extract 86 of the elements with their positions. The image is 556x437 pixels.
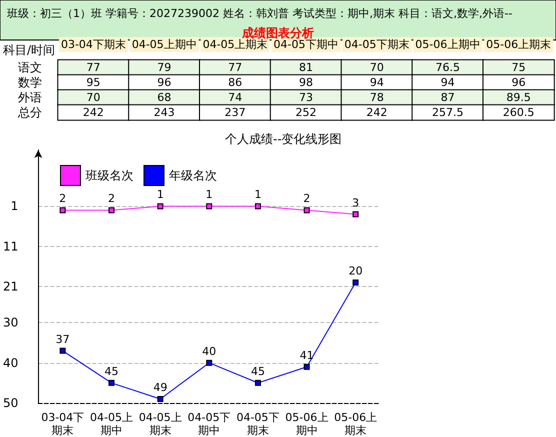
data-label: 94 <box>440 76 455 89</box>
point <box>304 207 310 214</box>
y-tick-label: 40 <box>2 356 18 370</box>
y-tick-label: 总分 <box>17 106 42 120</box>
data-label: 2 <box>303 192 310 206</box>
point <box>352 280 359 286</box>
point <box>157 396 164 402</box>
data-label: 86 <box>228 76 242 89</box>
data-label: 20 <box>348 264 363 278</box>
data-label: 40 <box>202 344 216 358</box>
y-tick-label: 30 <box>2 316 18 330</box>
data-label: 252 <box>296 106 317 119</box>
point <box>206 203 212 210</box>
data-label: 96 <box>157 76 172 89</box>
x-tick-label: 05-06上期中 <box>285 411 328 437</box>
data-label: 75 <box>512 61 526 74</box>
point <box>304 364 310 370</box>
data-label: 257.5 <box>432 106 464 119</box>
data-label: 76.5 <box>436 61 460 74</box>
data-label: 79 <box>157 61 172 74</box>
point <box>108 380 114 386</box>
data-label: 237 <box>224 106 246 119</box>
data-label: 96 <box>512 76 526 89</box>
data-label: 45 <box>104 364 118 378</box>
y-tick-label: 外语 <box>18 90 42 104</box>
data-label: 2 <box>108 192 115 206</box>
data-label: 1 <box>254 188 262 202</box>
data-label: 77 <box>86 61 100 74</box>
legend-label: 年级名次 <box>169 168 217 182</box>
y-tick-label: 数学 <box>18 76 42 90</box>
data-label: 45 <box>250 364 265 378</box>
chart-title: 个人成绩--变化线形图 <box>225 132 342 146</box>
x-tick-label: 04-05上期中 <box>132 38 197 51</box>
x-tick-label: 05-06上期中 <box>415 38 480 51</box>
x-tick-label: 04-05下期中 <box>188 411 231 437</box>
data-label: 77 <box>228 61 242 74</box>
data-label: 81 <box>299 61 314 74</box>
x-tick-label: 04-05上期末 <box>138 411 182 437</box>
data-label: 49 <box>153 380 168 394</box>
point <box>157 203 164 210</box>
point <box>206 360 212 366</box>
data-label: 1 <box>156 188 164 202</box>
data-label: 73 <box>299 91 314 104</box>
point <box>254 380 261 386</box>
data-label: 74 <box>228 91 242 104</box>
data-label: 260.5 <box>502 106 534 119</box>
data-label: 70 <box>370 61 384 74</box>
data-label: 242 <box>82 106 104 119</box>
point <box>60 348 66 354</box>
point <box>352 211 359 218</box>
x-tick-label: 04-05下期中 <box>274 38 339 51</box>
data-label: 94 <box>370 76 384 89</box>
data-label: 89.5 <box>506 91 531 104</box>
data-label: 70 <box>86 91 100 104</box>
data-label: 87 <box>440 91 455 104</box>
x-tick-label: 03-04下期末 <box>60 38 126 51</box>
data-label: 78 <box>370 91 384 104</box>
x-tick-label: 04-05上期中 <box>90 411 133 437</box>
data-label: 243 <box>154 106 175 119</box>
x-tick-label: 05-06上期末 <box>334 411 378 437</box>
data-label: 98 <box>299 76 314 89</box>
data-label: 68 <box>157 91 172 104</box>
x-tick-label: 05-06上期末 <box>486 38 552 51</box>
y-tick-label: 1 <box>10 199 18 214</box>
legend-label: 班级名次 <box>86 168 134 182</box>
point <box>254 203 261 210</box>
data-label: 37 <box>56 332 70 346</box>
data-label: 2 <box>59 192 66 206</box>
data-label: 1 <box>206 188 213 202</box>
y-tick-label: 语文 <box>18 60 42 74</box>
point <box>60 207 66 214</box>
y-tick-label: 11 <box>2 239 18 254</box>
data-label: 95 <box>86 76 100 89</box>
data-label: 3 <box>352 196 360 210</box>
data-label: 242 <box>366 106 388 119</box>
chart-subtitle: 成绩图表分析 <box>241 26 314 40</box>
x-tick-label: 04-05上期末 <box>202 38 268 51</box>
data-label: 41 <box>300 348 314 362</box>
chart-title: 班级：初三（1）班 学籍号：2027239002 姓名：韩刘普 考试类型：期中,期末 科目：语文,数学,外语-- <box>7 7 512 20</box>
x-tick-label: 04-05下期末 <box>236 411 280 437</box>
x-tick-label: 03-04下期末 <box>41 411 84 437</box>
point <box>108 207 114 214</box>
y-tick-label: 21 <box>2 280 18 294</box>
y-axis-title: 科目/时间 <box>3 43 56 57</box>
y-tick-label: 50 <box>2 396 18 410</box>
x-tick-label: 04-05下期末 <box>344 38 410 51</box>
